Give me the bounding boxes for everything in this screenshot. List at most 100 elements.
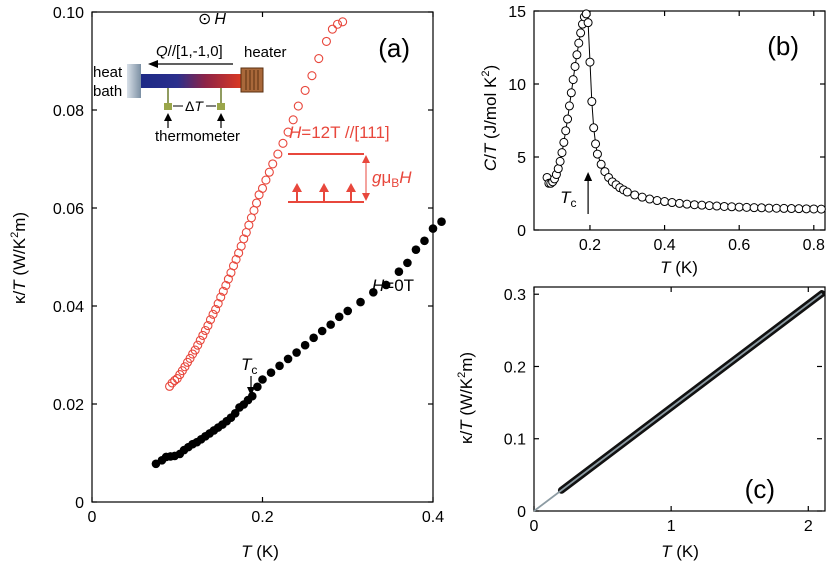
- panel-b-tc-label: Tc: [560, 188, 576, 210]
- h12t-point: [228, 261, 239, 271]
- zeeman-energy-label: gμBH: [372, 168, 412, 190]
- series-h0t-points: [151, 217, 446, 469]
- zeeman-gap-arrowhead-bottom: [362, 193, 370, 201]
- h12t-point: [257, 183, 268, 193]
- ct-point: [652, 196, 662, 206]
- delta-t-label: ΔT: [185, 98, 204, 114]
- panel-a-y-tick-label: 0.10: [53, 5, 84, 22]
- panel-c-x-axis-label: T (K): [661, 542, 699, 561]
- h12t-point: [216, 292, 226, 302]
- h0t-point: [266, 368, 276, 377]
- h12t-point: [195, 335, 205, 345]
- panel-b-y-axis-label: C/T (J/mol K2): [480, 65, 500, 171]
- h12t-point: [208, 309, 218, 319]
- h12t-point: [211, 304, 221, 314]
- heat-bath-label-1: heat: [93, 64, 123, 81]
- ct-point: [587, 97, 597, 107]
- panel-a-x-axis-label: T (K): [241, 542, 279, 561]
- panel-b-tc-arrowhead: [584, 172, 593, 181]
- ct-point: [570, 61, 580, 71]
- ct-point: [734, 202, 744, 212]
- h0t-point: [253, 382, 262, 392]
- heater-label: heater: [244, 44, 287, 61]
- panel-a-tick-labels: 0 0.2 0.4 0 0.02 0.04 0.06 0.08 0.10: [53, 5, 444, 526]
- ct-point: [786, 204, 796, 214]
- h12t-point: [327, 24, 337, 34]
- panel-b-x-tick-label: 0.8: [803, 237, 825, 254]
- h12t-point: [218, 286, 228, 296]
- ct-point: [801, 204, 811, 214]
- h12t-point: [268, 159, 278, 169]
- panel-a-x-tick-label: 0.4: [422, 509, 444, 526]
- h12t-point: [293, 101, 303, 111]
- h12t-point: [170, 375, 180, 386]
- h12t-point: [203, 321, 213, 331]
- ct-point: [581, 9, 591, 19]
- ct-point: [794, 204, 804, 214]
- panel-c-y-tick-label: 0: [517, 504, 526, 521]
- h0t-point: [381, 280, 391, 290]
- panel-c-linear-fit: [533, 292, 823, 512]
- h12t-point: [321, 36, 331, 46]
- ct-point: [660, 197, 670, 207]
- ct-point: [697, 200, 707, 210]
- ct-point: [742, 202, 752, 212]
- panel-b-x-tick-label: 0.2: [579, 237, 601, 254]
- panel-a-y-tick-label: 0: [75, 495, 84, 512]
- ct-point: [630, 190, 640, 200]
- panel-b-ticks: [534, 10, 825, 231]
- h0t-point: [292, 348, 301, 357]
- h12t-point: [221, 280, 231, 290]
- h12t-point: [338, 17, 348, 27]
- heat-current-arrowhead: [148, 60, 158, 68]
- ct-point: [585, 57, 595, 67]
- h12t-point: [200, 325, 210, 336]
- h12t-point: [261, 175, 271, 185]
- panel-b-x-axis-label: T (K): [660, 258, 698, 277]
- h0t-point: [420, 236, 429, 246]
- thermometer-1: [164, 103, 172, 110]
- panel-b-y-tick-label: 0: [517, 223, 526, 240]
- h0t-point: [317, 326, 327, 336]
- panel-a-x-tick-label: 0: [88, 509, 97, 526]
- h12t-point: [249, 205, 259, 215]
- ct-point: [572, 50, 582, 60]
- h12t-point: [185, 353, 195, 363]
- h0t-point: [403, 258, 412, 268]
- h0t-point: [394, 267, 404, 277]
- ct-point: [637, 192, 647, 202]
- panel-b-x-tick-label: 0.6: [728, 237, 750, 254]
- ct-point: [757, 203, 767, 213]
- heat-bath-block: [127, 64, 141, 98]
- heater-block: [240, 67, 264, 93]
- h12t-point: [273, 149, 283, 159]
- ct-point: [727, 202, 737, 212]
- panel-a-kappa-vs-T: 0 0.2 0.4 0 0.02 0.04 0.06 0.08 0.10 (a) T (K) κ…: [9, 5, 446, 561]
- h12t-point: [314, 53, 324, 64]
- panel-c-x-tick-label: 0: [530, 518, 539, 535]
- panel-b-points: [542, 9, 826, 214]
- ct-point: [557, 148, 567, 158]
- ct-point: [564, 101, 574, 111]
- panel-c-y-tick-label: 0.1: [504, 432, 526, 449]
- h12t-point: [278, 138, 288, 148]
- ct-point: [809, 204, 819, 214]
- ct-point: [667, 198, 677, 208]
- ct-point: [704, 201, 714, 211]
- panel-a-tc-marker: Tc: [241, 355, 257, 396]
- panel-b-label: (b): [767, 31, 799, 61]
- h0t-point: [309, 333, 318, 343]
- panel-c-x-tick-label: 2: [804, 518, 813, 535]
- thermometer-pointer-head-2: [217, 113, 225, 121]
- panel-b-y-tick-label: 10: [508, 77, 526, 94]
- panel-a-tc-arrowhead: [247, 387, 256, 396]
- thermometer-2: [217, 103, 225, 110]
- ct-point: [622, 187, 632, 197]
- h0t-point: [437, 217, 446, 227]
- field-direction-label: ⊙ H: [198, 11, 226, 28]
- panel-c-x-tick-label: 1: [667, 518, 676, 535]
- ct-point: [592, 149, 602, 159]
- h12t-point: [239, 234, 249, 244]
- h12t-point: [307, 71, 317, 81]
- panel-c-y-tick-label: 0.2: [504, 359, 526, 376]
